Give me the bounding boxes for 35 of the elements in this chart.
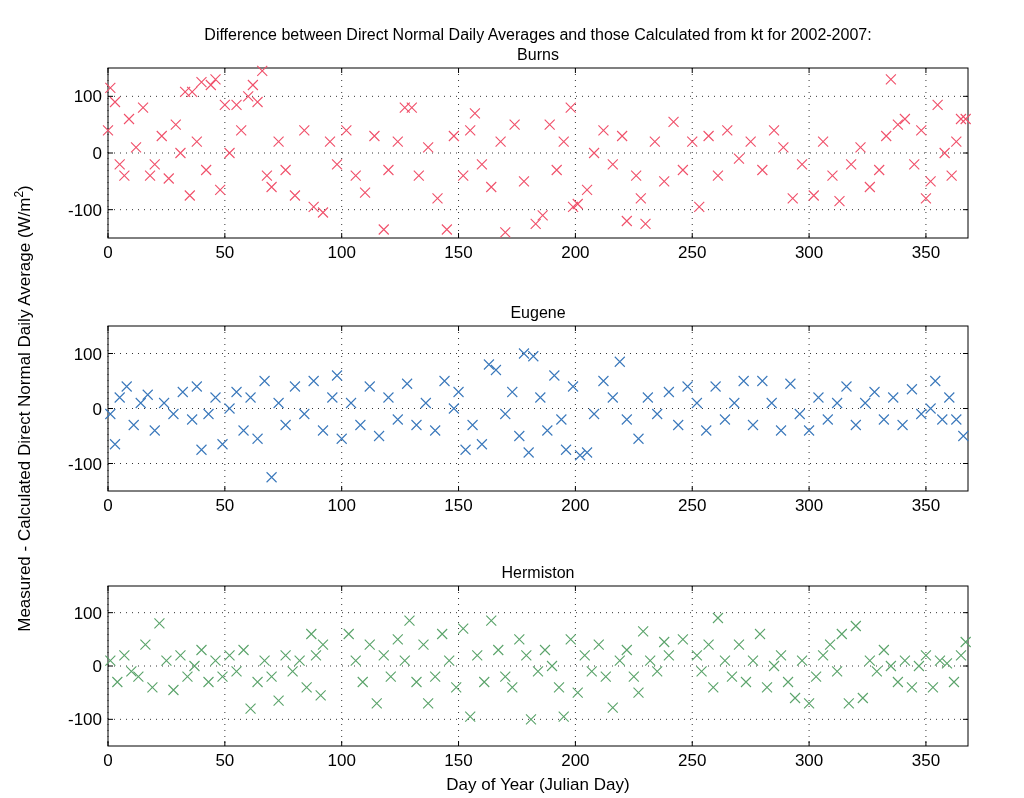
x-tick-label: 350 xyxy=(911,496,941,515)
chart-subtitle: Burns xyxy=(517,46,559,63)
x-tick-label: 150 xyxy=(444,243,473,262)
y-tick-label: 0 xyxy=(92,399,102,419)
x-tick-label: 250 xyxy=(678,496,707,515)
y-tick-label: -100 xyxy=(67,710,102,730)
x-tick-label: 100 xyxy=(327,243,356,262)
x-tick-label: 250 xyxy=(678,751,707,770)
x-tick-label: 350 xyxy=(911,243,941,262)
y-tick-label: 0 xyxy=(92,144,102,163)
x-tick-label: 100 xyxy=(327,751,356,770)
x-tick-label: 200 xyxy=(561,496,590,515)
x-tick-label: 250 xyxy=(678,243,707,262)
chart-title: Hermiston xyxy=(501,564,575,581)
x-tick-label: 50 xyxy=(215,243,235,262)
y-tick-label: -100 xyxy=(67,200,102,220)
chart-title: Difference between Direct Normal Daily Averages and those Calculated from kt for 2002-2007: xyxy=(204,26,872,43)
x-axis-title: Day of Year (Julian Day) xyxy=(446,775,630,794)
y-tick-label: 0 xyxy=(92,657,102,676)
x-tick-label: 100 xyxy=(327,496,356,515)
x-tick-label: 50 xyxy=(215,751,235,770)
y-tick-label: 100 xyxy=(73,87,102,107)
chart-title: Eugene xyxy=(510,304,566,321)
x-tick-label: 50 xyxy=(215,496,235,515)
x-tick-label: 300 xyxy=(794,496,824,515)
x-tick-label: 200 xyxy=(561,751,590,770)
x-tick-label: 150 xyxy=(444,751,473,770)
y-tick-label: 100 xyxy=(73,344,102,364)
x-tick-label: 300 xyxy=(794,243,824,262)
y-tick-label: -100 xyxy=(67,454,102,474)
x-tick-label: 350 xyxy=(911,751,941,770)
x-tick-label: 150 xyxy=(444,496,473,515)
x-tick-label: 300 xyxy=(794,751,824,770)
y-tick-label: 100 xyxy=(73,603,102,623)
x-tick-label: 200 xyxy=(561,243,590,262)
